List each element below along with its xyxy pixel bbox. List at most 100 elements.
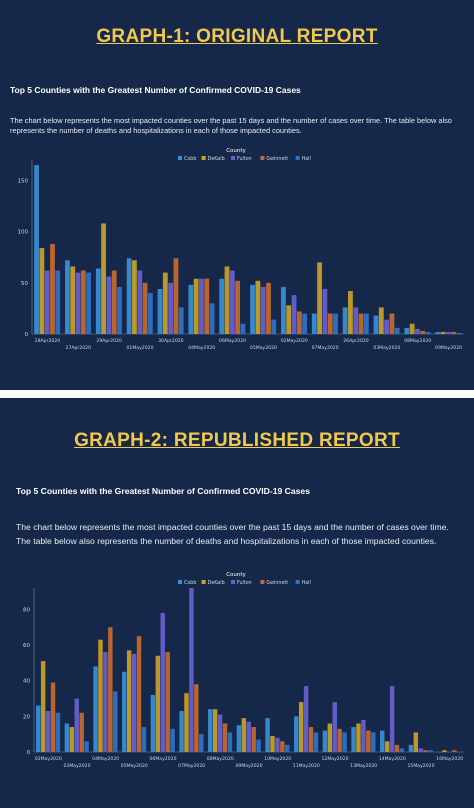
bar-gwinnett-07may2020 — [327, 313, 333, 334]
bar-gwinnett-06may2020 — [165, 652, 170, 752]
bar-hall-12may2020 — [342, 732, 347, 752]
bar-gwinnett-08may2020 — [222, 723, 228, 752]
bar-hall-26apr2020 — [363, 313, 369, 334]
legend-entry-hall: Hall — [302, 156, 311, 162]
bar-hall-08may2020 — [425, 331, 431, 334]
legend-swatch-cobb — [178, 580, 182, 584]
y-tick-label: 50 — [21, 281, 28, 287]
graph-2-chart-title: Top 5 Counties with the Greatest Number … — [16, 486, 310, 496]
x-tick-label: 12May2020 — [321, 756, 348, 762]
bar-cobb-11may2020 — [294, 716, 299, 752]
bar-cobb-08may2020 — [208, 709, 213, 752]
bar-hall-10may2020 — [285, 744, 290, 752]
bar-dekalb-11may2020 — [298, 702, 304, 752]
x-tick-label: 28Apr2020 — [35, 338, 61, 344]
bar-hall-08may2020 — [227, 732, 233, 752]
legend-entry-dekalb: DeKalb — [208, 580, 225, 586]
bar-dekalb-03may2020 — [69, 727, 75, 752]
x-tick-label: 02May2020 — [281, 338, 308, 344]
y-tick-label: 40 — [23, 679, 30, 685]
graph-2-chart: County Cobb DeKalb Fulton Gwinnett Hall 0 20 40 6… — [23, 572, 464, 769]
x-tick-label: 10May2020 — [264, 756, 291, 762]
bar-cobb-07may2020 — [179, 711, 184, 752]
legend-entry-hall: Hall — [302, 580, 311, 586]
bar-gwinnett-05may2020 — [136, 636, 142, 752]
x-tick-label: 29Apr2020 — [96, 338, 122, 344]
legend-swatch-dekalb — [201, 156, 206, 160]
bar-dekalb-02may2020 — [40, 661, 46, 752]
legend-swatch-cobb — [178, 156, 182, 160]
bar-cobb-29apr2020 — [95, 268, 101, 334]
bar-cobb-10may2020 — [265, 718, 270, 752]
bar-cobb-02may2020 — [281, 286, 286, 334]
legend-entry-fulton: Fulton — [237, 156, 252, 162]
bar-fulton-05may2020 — [131, 653, 137, 752]
y-tick-label: 60 — [23, 643, 30, 649]
x-tick-label: 04May2020 — [188, 345, 215, 351]
legend-entry-fulton: Fulton — [237, 580, 252, 586]
bar-gwinnett-03may2020 — [389, 313, 395, 334]
bar-fulton-07may2020 — [322, 288, 328, 334]
bar-gwinnett-26apr2020 — [358, 313, 364, 334]
graph-1-description: The chart below represents the most impa… — [10, 116, 452, 135]
x-tick-label: 05May2020 — [121, 763, 148, 769]
bar-fulton-15may2020 — [418, 748, 423, 752]
bar-hall-05may2020 — [271, 319, 277, 334]
bar-gwinnett-08may2020 — [420, 330, 426, 334]
bar-hall-13may2020 — [371, 732, 376, 752]
y-tick-label: 0 — [25, 332, 29, 338]
bar-cobb-05may2020 — [122, 671, 127, 752]
bar-fulton-01may2020 — [137, 270, 143, 334]
bar-gwinnett-04may2020 — [204, 278, 210, 334]
bar-fulton-04may2020 — [103, 652, 108, 752]
bar-dekalb-29apr2020 — [101, 223, 106, 334]
x-tick-label: 04May2020 — [92, 756, 119, 762]
legend-swatch-hall — [295, 580, 300, 584]
x-tick-label: 05May2020 — [250, 345, 277, 351]
bar-cobb-15may2020 — [408, 744, 414, 752]
bar-dekalb-26apr2020 — [348, 291, 353, 334]
bar-gwinnett-10may2020 — [280, 741, 285, 752]
bar-dekalb-13may2020 — [356, 723, 361, 752]
x-tick-label: 15May2020 — [407, 763, 434, 769]
bar-fulton-30apr2020 — [168, 282, 174, 334]
bar-cobb-02may2020 — [36, 705, 41, 752]
legend-swatch-hall — [295, 156, 300, 160]
bar-dekalb-28apr2020 — [39, 248, 45, 334]
bar-hall-15may2020 — [428, 750, 433, 752]
y-tick-label: 100 — [18, 230, 29, 236]
bar-fulton-06may2020 — [160, 612, 165, 752]
bar-hall-06may2020 — [240, 323, 246, 334]
bar-fulton-07may2020 — [189, 588, 194, 752]
bar-fulton-13may2020 — [361, 719, 366, 752]
bar-cobb-01may2020 — [126, 258, 132, 334]
legend-swatch-gwinnett — [260, 580, 265, 584]
bar-cobb-13may2020 — [351, 727, 356, 752]
legend-entry-gwinnett: Gwinnett — [266, 156, 288, 162]
x-tick-label: 30Apr2020 — [158, 338, 184, 344]
bar-fulton-06may2020 — [229, 270, 235, 334]
bar-cobb-08may2020 — [404, 327, 410, 334]
bar-gwinnett-03may2020 — [79, 712, 84, 752]
bar-gwinnett-11may2020 — [308, 727, 314, 752]
graph-2-panel: GRAPH-2: REPUBLISHED REPORT Top 5 Counti… — [0, 398, 474, 808]
bar-cobb-28apr2020 — [34, 165, 39, 334]
bar-gwinnett-27apr2020 — [80, 270, 86, 334]
x-tick-label: 02May2020 — [35, 756, 62, 762]
x-tick-label: 26Apr2020 — [343, 338, 369, 344]
bar-cobb-03may2020 — [64, 723, 70, 752]
legend-swatch-dekalb — [201, 580, 206, 584]
bar-hall-06may2020 — [170, 728, 175, 752]
x-tick-label: 03May2020 — [63, 763, 90, 769]
x-tick-label: 01May2020 — [126, 345, 153, 351]
x-tick-label: 13May2020 — [350, 763, 377, 769]
bar-dekalb-30apr2020 — [162, 272, 168, 334]
bar-cobb-30apr2020 — [157, 288, 163, 334]
bar-dekalb-27apr2020 — [70, 266, 76, 334]
bar-gwinnett-05may2020 — [266, 282, 271, 334]
bar-gwinnett-30apr2020 — [173, 258, 179, 334]
bar-fulton-28apr2020 — [44, 270, 50, 334]
bar-fulton-09may2020 — [246, 721, 251, 752]
bar-gwinnett-16may2020 — [452, 750, 457, 752]
bar-dekalb-07may2020 — [317, 262, 322, 334]
